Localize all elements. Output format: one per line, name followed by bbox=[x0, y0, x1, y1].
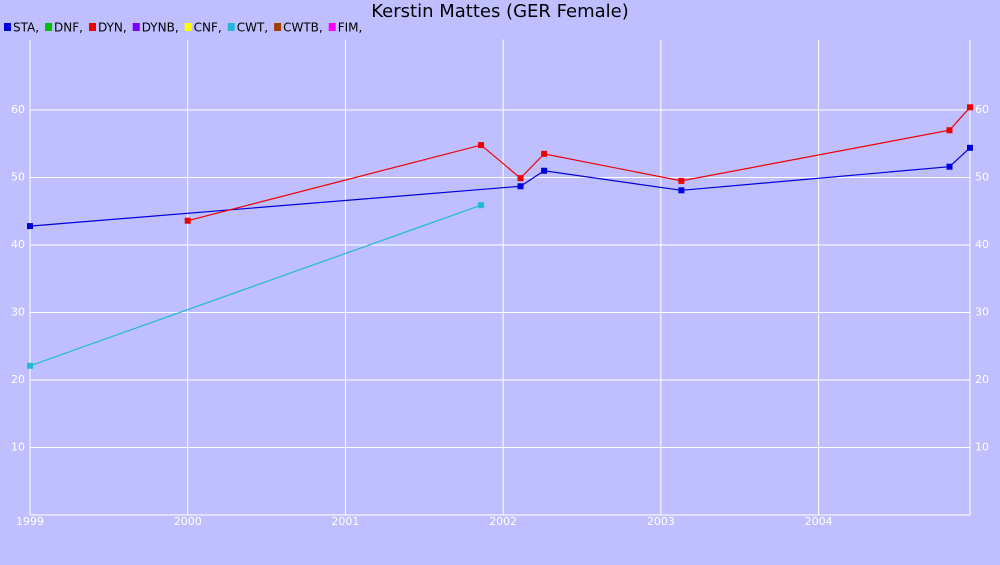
y2-tick-label: 50 bbox=[975, 171, 989, 184]
y2-tick-label: 20 bbox=[975, 373, 989, 386]
legend-label: DYNB, bbox=[142, 21, 179, 35]
legend-label: FIM, bbox=[338, 21, 363, 35]
y-tick-label: 10 bbox=[11, 441, 25, 454]
data-point bbox=[946, 127, 953, 134]
y2-tick-label: 10 bbox=[975, 441, 989, 454]
x-tick-label: 2000 bbox=[174, 515, 202, 528]
data-point bbox=[184, 217, 191, 224]
legend-label: STA, bbox=[13, 21, 39, 35]
legend-swatch bbox=[328, 23, 336, 31]
legend-swatch bbox=[184, 23, 192, 31]
data-point bbox=[678, 177, 685, 184]
data-point bbox=[27, 223, 33, 230]
data-point bbox=[541, 150, 548, 157]
data-point bbox=[946, 163, 953, 170]
data-point bbox=[478, 202, 485, 209]
y-tick-label: 20 bbox=[11, 373, 25, 386]
legend-label: DNF, bbox=[54, 21, 83, 35]
y-tick-label: 60 bbox=[11, 103, 25, 116]
data-point bbox=[678, 187, 685, 194]
legend-swatch bbox=[132, 23, 140, 31]
legend-swatch bbox=[45, 23, 53, 31]
y2-tick-label: 30 bbox=[975, 306, 989, 319]
x-tick-label: 1999 bbox=[16, 515, 44, 528]
legend-label: CWT, bbox=[237, 21, 268, 35]
legend-label: CNF, bbox=[194, 21, 222, 35]
legend-swatch bbox=[274, 23, 282, 31]
data-point bbox=[541, 167, 548, 174]
legend-label: DYN, bbox=[98, 21, 127, 35]
data-point bbox=[967, 104, 973, 111]
y-tick-label: 30 bbox=[11, 306, 25, 319]
legend-swatch bbox=[4, 23, 11, 31]
x-tick-label: 2004 bbox=[805, 515, 833, 528]
y2-tick-label: 60 bbox=[975, 103, 989, 116]
y-tick-label: 40 bbox=[11, 238, 25, 251]
data-point bbox=[27, 362, 33, 369]
y2-tick-label: 40 bbox=[975, 238, 989, 251]
data-point bbox=[517, 175, 524, 182]
data-point bbox=[478, 142, 485, 149]
y-tick-label: 50 bbox=[11, 171, 25, 184]
x-tick-label: 2001 bbox=[331, 515, 359, 528]
legend-label: CWTB, bbox=[283, 21, 323, 35]
x-tick-label: 2003 bbox=[647, 515, 675, 528]
legend-swatch bbox=[88, 23, 96, 31]
data-point bbox=[517, 183, 524, 190]
series-line bbox=[29, 204, 482, 367]
data-point bbox=[967, 144, 973, 151]
legend-swatch bbox=[227, 23, 235, 31]
x-tick-label: 2002 bbox=[489, 515, 517, 528]
series-line bbox=[29, 147, 971, 227]
chart-title: Kerstin Mattes (GER Female) bbox=[371, 1, 628, 22]
